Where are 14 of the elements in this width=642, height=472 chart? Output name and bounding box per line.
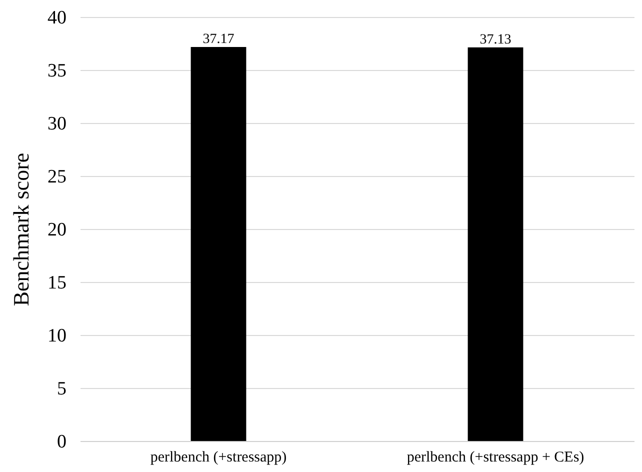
- y-tick-label: 0: [57, 432, 66, 452]
- y-tick-label: 35: [48, 60, 66, 82]
- data-label: 37.17: [202, 32, 234, 47]
- y-tick-label: 15: [48, 272, 66, 294]
- y-tick-label: 40: [48, 8, 66, 28]
- data-label: 37.13: [480, 32, 512, 48]
- y-tick-label: 30: [48, 114, 66, 134]
- x-tick-label: perlbench (+stressapp + CEs): [406, 450, 584, 466]
- y-axis-title: Benchmark score: [8, 152, 34, 306]
- y-tick-label: 20: [48, 220, 66, 240]
- y-tick-label: 25: [48, 166, 66, 188]
- y-tick-label: 10: [48, 326, 66, 346]
- y-tick-label: 5: [57, 378, 66, 400]
- x-tick-label: perlbench (+stressapp): [150, 450, 287, 466]
